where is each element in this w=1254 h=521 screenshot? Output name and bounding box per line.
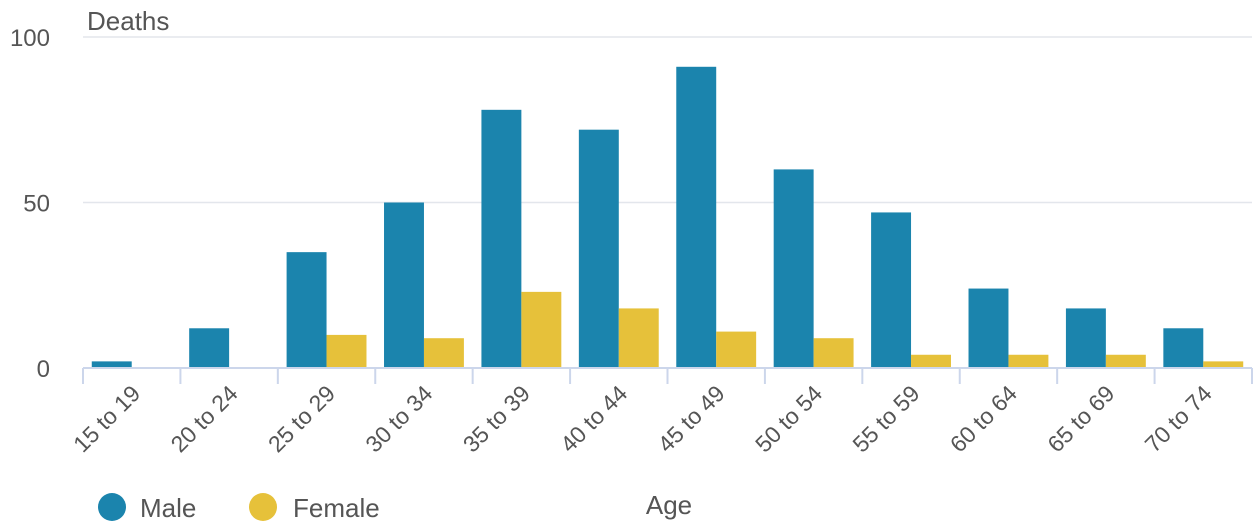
x-tick-label: 70 to 74 (1140, 380, 1217, 457)
bar-male-15-to-19 (91, 361, 132, 368)
x-axis-ticks: 15 to 19 20 to 24 25 to 29 30 to 34 35 to 39… (68, 380, 1217, 457)
bar-male-20-to-24 (189, 328, 230, 368)
x-tick-label: 40 to 44 (555, 380, 632, 457)
x-tick-label: 15 to 19 (68, 380, 145, 457)
bar-female-30-to-34 (423, 338, 464, 368)
bar-female-25-to-29 (326, 334, 367, 368)
x-tick-label: 25 to 29 (263, 380, 340, 457)
bar-male-65-to-69 (1065, 308, 1106, 368)
y-tick-label: 0 (37, 356, 50, 383)
legend: Male Female (98, 493, 380, 521)
x-tick-label: 65 to 69 (1042, 380, 1119, 457)
y-tick-label: 100 (10, 25, 50, 52)
y-axis-label: Deaths (87, 6, 169, 36)
bar-female-40-to-44 (618, 308, 659, 368)
x-tick-label: 30 to 34 (360, 380, 437, 457)
bar-male-40-to-44 (578, 129, 619, 368)
bars (91, 66, 1244, 368)
x-tick-label: 50 to 54 (750, 380, 827, 457)
x-axis-label: Age (646, 490, 692, 520)
gridlines (83, 36, 1252, 204)
x-tick-label: 60 to 64 (945, 380, 1022, 457)
bar-male-45-to-49 (676, 66, 717, 368)
bar-female-45-to-49 (716, 331, 757, 368)
bar-male-55-to-59 (871, 212, 912, 368)
bar-male-60-to-64 (968, 288, 1009, 368)
bar-male-50-to-54 (773, 169, 814, 368)
bar-male-35-to-39 (481, 109, 522, 368)
bar-female-55-to-59 (911, 354, 951, 368)
bar-male-30-to-34 (384, 202, 424, 368)
x-tick-label: 20 to 24 (165, 380, 242, 457)
bar-female-70-to-74 (1203, 361, 1244, 368)
bar-female-50-to-54 (813, 338, 854, 368)
x-axis (82, 367, 1253, 384)
legend-label-male[interactable]: Male (140, 493, 196, 521)
bar-male-25-to-29 (286, 252, 327, 368)
bar-female-35-to-39 (521, 291, 562, 368)
x-tick-label: 45 to 49 (653, 380, 730, 457)
legend-swatch-female (249, 493, 277, 521)
x-tick-label: 55 to 59 (847, 380, 924, 457)
bar-female-60-to-64 (1008, 354, 1049, 368)
y-axis-ticks: 0 50 100 (10, 25, 50, 383)
x-tick-label: 35 to 39 (458, 380, 535, 457)
legend-label-female[interactable]: Female (293, 493, 380, 521)
bar-female-65-to-69 (1105, 354, 1146, 368)
y-tick-label: 50 (23, 191, 50, 218)
legend-swatch-male (98, 493, 126, 521)
bar-male-70-to-74 (1163, 328, 1204, 368)
